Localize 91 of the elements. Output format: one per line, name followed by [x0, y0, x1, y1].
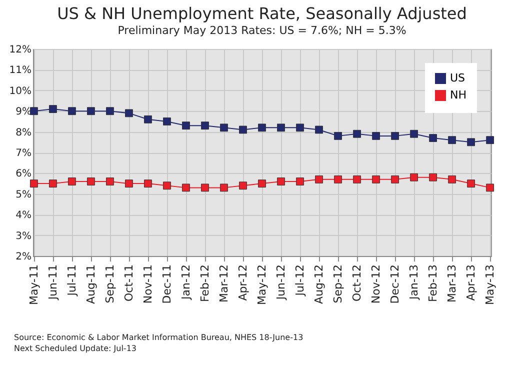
point [391, 175, 399, 184]
point [182, 184, 190, 192]
point [372, 132, 380, 140]
y-tick-label: 10% [9, 86, 32, 97]
x-tick-label: Mar-12 [217, 264, 230, 303]
y-tick-label: 6% [16, 168, 32, 180]
point [315, 126, 323, 134]
point [220, 184, 228, 192]
point [448, 136, 456, 144]
point [410, 173, 418, 182]
point [467, 180, 476, 188]
point [353, 130, 361, 138]
legend-label: NH [450, 88, 466, 102]
point [87, 178, 95, 186]
point [201, 122, 209, 130]
point [125, 180, 133, 188]
source-note: Source: Economic & Labor Market Information Bureau, NHES 18-June-13 [14, 332, 304, 343]
y-tick-label: 12% [9, 44, 32, 56]
point [410, 130, 418, 138]
x-tick-label: May-13 [484, 264, 497, 306]
point [48, 105, 57, 113]
chart-subtitle: Preliminary May 2013 Rates: US = 7.6%; NH = 5.3% [118, 24, 406, 37]
point [486, 184, 494, 192]
point [125, 109, 133, 118]
point [30, 107, 38, 116]
point [68, 178, 76, 186]
y-tick-label: 3% [16, 230, 32, 242]
point [106, 107, 114, 116]
point [467, 138, 476, 146]
point [334, 132, 342, 140]
point [30, 180, 38, 188]
point [277, 178, 285, 186]
chart-title: US & NH Unemployment Rate, Seasonally Adjusted [57, 4, 467, 23]
x-tick-label: Sep-11 [103, 264, 116, 304]
x-tick-label: Feb-13 [426, 264, 440, 302]
point [163, 182, 171, 190]
point [296, 178, 304, 186]
x-tick-label: Nov-11 [141, 264, 154, 304]
x-tick-label: Dec-11 [160, 264, 174, 304]
x-tick-label: May-11 [27, 264, 40, 306]
point [334, 175, 342, 184]
x-tick-label: Dec-12 [388, 264, 402, 304]
point [220, 124, 228, 132]
x-tick-label: Aug-12 [312, 264, 326, 304]
point [182, 122, 190, 130]
point [315, 175, 323, 184]
x-tick-label: Jan-12 [179, 264, 192, 300]
point [87, 107, 95, 116]
point [353, 175, 361, 184]
point [106, 178, 114, 186]
x-tick-label: Mar-13 [446, 264, 459, 303]
x-tick-label: Jun-11 [46, 264, 60, 301]
point [391, 132, 399, 140]
point [48, 180, 57, 188]
text: Next Scheduled Update: Jul-13 [14, 343, 138, 354]
point [258, 180, 266, 188]
point [296, 124, 304, 132]
x-tick-label: Oct-11 [122, 264, 136, 302]
x-tick-label: Jun-12 [274, 264, 288, 301]
y-tick-label: 2% [16, 252, 32, 262]
x-tick-label: Jul-12 [294, 264, 307, 297]
y-tick-label: 11% [9, 65, 32, 76]
point [144, 180, 152, 188]
y-tick-label: 5% [16, 189, 32, 200]
x-tick-label: Nov-12 [370, 264, 383, 304]
point [258, 124, 266, 132]
y-tick-label: 7% [16, 148, 32, 159]
point [239, 182, 247, 190]
point [239, 126, 247, 134]
legend-label: US [450, 72, 466, 84]
x-tick-label: Jan-13 [408, 264, 421, 300]
point [277, 124, 285, 132]
point [448, 175, 456, 184]
x-tick-label: Sep-12 [332, 264, 345, 304]
x-tick-label: May-12 [256, 264, 268, 306]
x-tick-label: Apr-12 [236, 264, 250, 301]
point [486, 136, 494, 144]
point [372, 175, 380, 184]
point [201, 184, 209, 192]
x-tick-label: Feb-12 [198, 264, 212, 302]
point [144, 115, 152, 124]
point [429, 134, 437, 142]
x-tick-label: Aug-11 [84, 264, 98, 304]
point [429, 173, 437, 182]
point [68, 107, 76, 116]
y-tick-label: 8% [16, 127, 32, 138]
x-tick-label: Apr-13 [464, 264, 478, 301]
y-tick-label: 4% [16, 210, 32, 222]
point [163, 117, 171, 126]
x-tick-label: Oct-12 [350, 264, 364, 302]
x-tick-label: Jul-11 [65, 264, 78, 297]
